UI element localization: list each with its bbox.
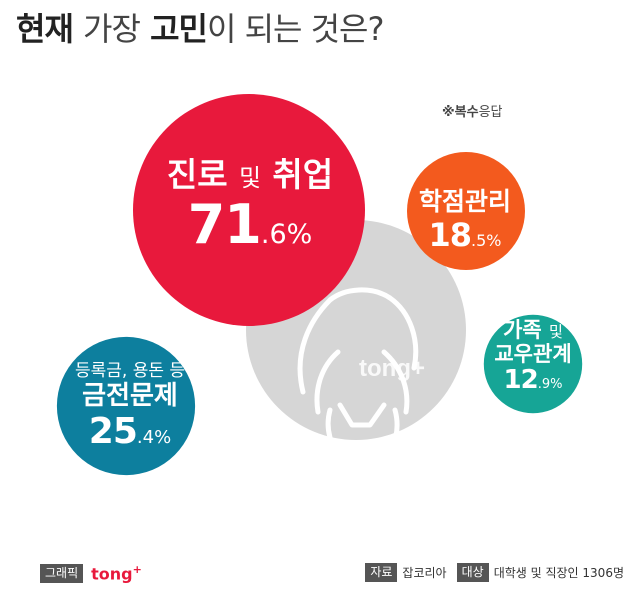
target-tag: 대상 <box>456 563 489 582</box>
money-sublabel: 등록금, 용돈 등 <box>74 361 186 381</box>
watermark-text: tong+ <box>359 355 425 382</box>
brand-logo: tong+ <box>91 563 142 584</box>
title-part3: 고민 <box>150 10 208 48</box>
graphic-tag: 그래픽 <box>40 563 84 583</box>
note-bold: ※복수 <box>442 105 479 120</box>
head-in-hands-icon <box>297 287 419 465</box>
target-text: 대학생 및 직장인 1306명 <box>493 566 624 580</box>
footer-source: 자료 잡코리아 대상 대학생 및 직장인 1306명 <box>365 563 624 582</box>
career-value: 71.6% <box>187 192 313 256</box>
relationships-label-line2: 교우관계 <box>494 342 572 367</box>
bubble-label-career: 진로 및 취업 71.6% <box>150 156 350 256</box>
title-part2: 가장 <box>83 10 141 48</box>
grades-label: 학점관리 <box>418 187 511 216</box>
title-part4: 이 되는 것은? <box>206 10 385 48</box>
relationships-label: 가족 및 <box>503 318 563 342</box>
bubble-label-relationships: 가족 및 교우관계 12.9% <box>478 318 588 396</box>
source-text: 잡코리아 <box>402 566 447 580</box>
bubble-label-money: 등록금, 용돈 등 금전문제 25.4% <box>50 361 210 453</box>
money-value: 25.4% <box>88 411 172 453</box>
title-part1: 현재 <box>16 10 74 48</box>
bubble-relationships <box>483 314 583 414</box>
relationships-value: 12.9% <box>503 365 563 396</box>
bubble-label-grades: 학점관리 18.5% <box>400 187 530 254</box>
bubble-grades <box>407 152 525 270</box>
grades-value: 18.5% <box>428 215 502 254</box>
bubble-money <box>56 336 196 476</box>
multiple-response-note: ※복수응답 <box>442 101 502 120</box>
page-title: 현재 가장 고민이 되는 것은? <box>16 10 385 48</box>
footer-credit: 그래픽 tong+ <box>40 563 142 583</box>
source-tag: 자료 <box>365 563 398 582</box>
money-label: 금전문제 <box>82 380 178 411</box>
bubble-career <box>133 94 365 326</box>
note-rest: 응답 <box>478 105 503 120</box>
career-label: 진로 및 취업 <box>166 155 334 194</box>
